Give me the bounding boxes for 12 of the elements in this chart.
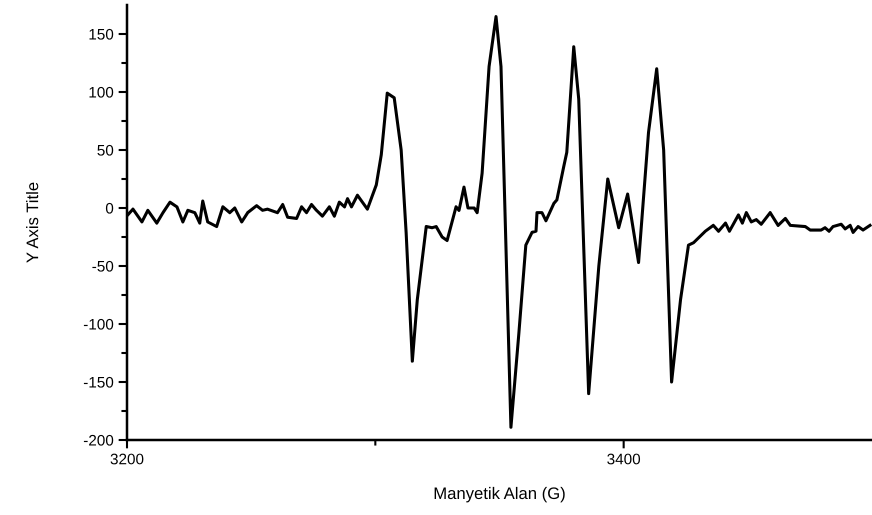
y-tick-label: -200: [84, 434, 114, 446]
y-tick-label: -100: [84, 318, 114, 330]
y-tick-label: -150: [84, 376, 114, 388]
y-tick-label: 150: [89, 28, 114, 40]
x-axis-title: Manyetik Alan (G): [434, 486, 565, 502]
y-axis-title: Y Axis Title: [26, 182, 38, 263]
x-tick-label: 3400: [607, 454, 640, 464]
y-tick-label: 0: [106, 202, 114, 214]
x-tick-label: 3200: [110, 454, 144, 464]
y-tick-label: -50: [92, 260, 114, 272]
y-tick-label: 100: [89, 86, 114, 98]
y-tick-label: 50: [97, 144, 114, 156]
